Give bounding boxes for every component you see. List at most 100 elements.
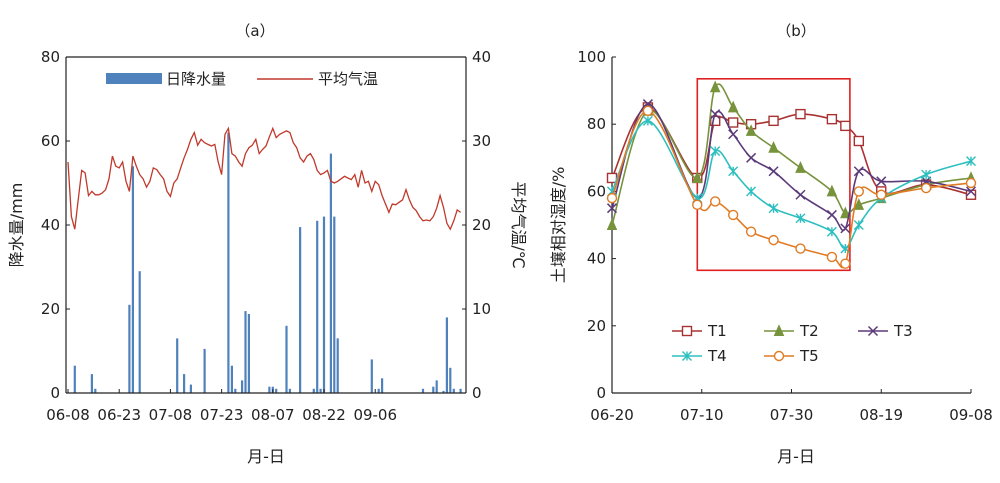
precip-bar: [268, 386, 271, 393]
precip-bar: [329, 153, 332, 393]
panel-b-title: （b）: [776, 22, 816, 40]
point-t2: [727, 100, 739, 113]
precip-bar: [90, 374, 93, 393]
legend-label-t2: T2: [799, 322, 819, 340]
point-t2: [745, 124, 757, 136]
precip-bar: [241, 380, 244, 393]
x-tick-label: 06-23: [97, 406, 141, 424]
x-tick-label: 09-06: [353, 406, 397, 424]
precip-bar: [316, 220, 319, 393]
panel-b: （b） 0 20 40 60 80 100 06-20 07-10 07-30 08-19 09-…: [549, 22, 993, 466]
point-t1: [853, 135, 865, 147]
a-ylabel-left: 降水量/mm: [7, 183, 26, 268]
point-t1: [727, 117, 739, 128]
point-t4: [768, 203, 779, 214]
left-y-ticks: 0 20 40 60 80: [41, 48, 70, 402]
precip-bar: [449, 367, 452, 393]
precip-bar: [176, 338, 179, 393]
series-line-t5: [611, 109, 972, 269]
precip-bar: [94, 388, 97, 393]
precip-bar: [452, 388, 455, 393]
b-xlabel: 月-日: [777, 447, 815, 466]
point-t3: [965, 186, 977, 197]
point-t5: [692, 199, 703, 211]
left-y-tick-label: 60: [41, 132, 60, 150]
x-tick-label: 06-08: [46, 406, 90, 424]
point-t3: [826, 209, 837, 220]
precip-bar: [203, 348, 206, 393]
point-t4: [795, 213, 806, 224]
precip-bar: [275, 388, 278, 393]
precip-bar: [336, 338, 339, 393]
legend-marker-t2: [773, 324, 785, 336]
series-line-t3: [611, 103, 972, 231]
b-series: [606, 80, 977, 269]
point-t1: [840, 120, 851, 132]
legend-marker-t4: [682, 351, 692, 361]
point-t5: [826, 251, 838, 263]
point-t4: [853, 220, 864, 230]
b-x-tick-label: 07-30: [770, 406, 814, 424]
precip-bar: [322, 216, 326, 393]
point-t4: [826, 226, 837, 237]
precip-bar: [312, 388, 315, 393]
legend-marker-t5: [773, 350, 785, 362]
precip-bar: [459, 388, 462, 393]
precip-bar: [288, 388, 291, 393]
temp-line: [67, 126, 461, 231]
point-t2: [853, 198, 865, 210]
x-tick-label: 07-08: [149, 406, 193, 424]
precip-bar: [247, 314, 250, 393]
series-line-t1: [611, 106, 972, 196]
right-y-tick-label: 20: [472, 216, 491, 234]
point-t4: [710, 146, 721, 157]
b-x-tick-label: 07-10: [680, 406, 724, 424]
point-t4: [642, 115, 653, 126]
precip-bars: [73, 132, 462, 393]
legend-label-t5: T5: [799, 347, 819, 365]
legend-marker-t1: [681, 325, 693, 337]
point-t2: [709, 80, 721, 93]
precip-bar: [138, 271, 141, 393]
point-t2: [795, 161, 806, 173]
a-xlabel: 月-日: [247, 447, 285, 466]
precip-bar: [128, 304, 131, 393]
legend-b: T1 T2 T3 T4 T5: [672, 322, 913, 365]
b-y-tick-label: 80: [587, 115, 606, 133]
point-t5: [710, 196, 721, 207]
x-ticks: 06-08 06-23 07-08 07-23 08-07 08-22 09-06: [46, 389, 397, 424]
precip-bar: [131, 166, 134, 393]
precip-bar: [445, 317, 448, 393]
precip-bar: [73, 365, 76, 393]
point-t3: [795, 189, 806, 200]
right-y-tick-label: 30: [472, 132, 491, 150]
point-t3: [710, 109, 721, 120]
series-line-t2: [611, 83, 972, 226]
precip-bar: [299, 227, 302, 393]
right-y-ticks: 0 10 20 30 40: [462, 48, 491, 402]
precip-bar: [230, 365, 233, 393]
legend-precip-swatch: [106, 73, 162, 84]
point-t5: [606, 192, 618, 204]
precip-bar: [189, 384, 192, 393]
point-t4: [921, 169, 932, 180]
series-line-t4: [611, 119, 972, 250]
point-t5: [920, 182, 932, 194]
point-t4: [746, 186, 757, 197]
precip-bar: [421, 388, 425, 393]
b-y-tick-label: 40: [587, 250, 606, 268]
b-y-tick-label: 60: [587, 182, 606, 200]
precip-bar: [183, 374, 186, 393]
point-t3: [768, 166, 779, 177]
right-y-tick-label: 0: [472, 384, 482, 402]
b-x-tick-label: 06-20: [590, 406, 634, 424]
point-t5: [727, 209, 739, 221]
precip-bar: [285, 325, 288, 393]
point-t3: [606, 203, 618, 214]
b-y-ticks: 0 20 40 60 80 100: [577, 48, 616, 402]
legend-precip-label: 日降水量: [166, 70, 226, 88]
point-t2: [840, 206, 851, 219]
point-t3: [840, 223, 851, 234]
point-t5: [965, 177, 977, 189]
